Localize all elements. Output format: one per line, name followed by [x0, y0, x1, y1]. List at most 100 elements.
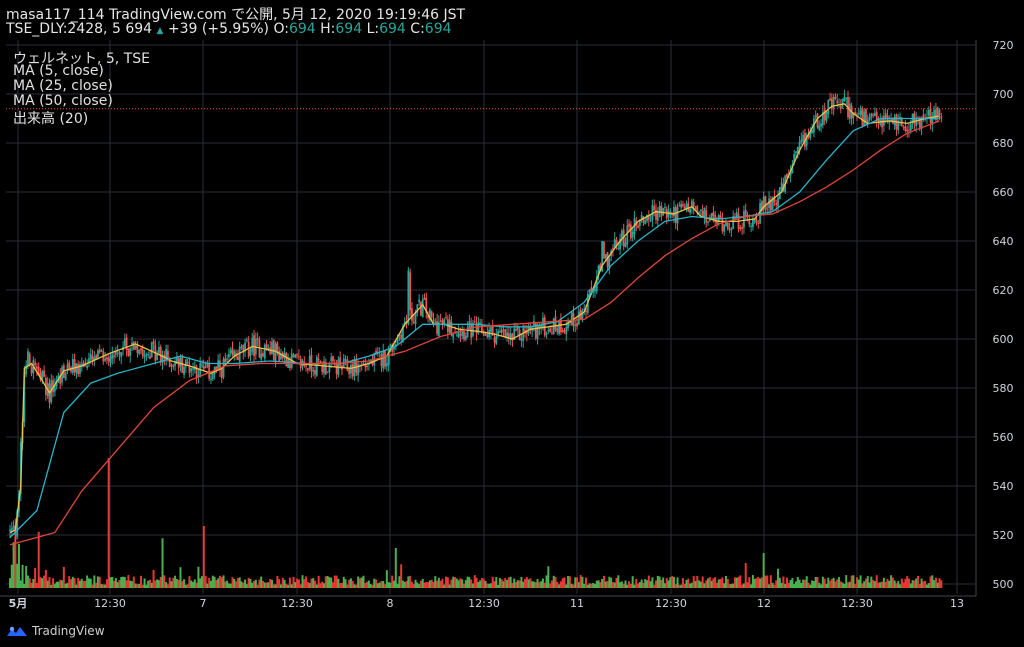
volume-bar: [647, 575, 650, 588]
candle-body: [68, 362, 71, 370]
candle-body: [543, 317, 546, 336]
candle-body: [452, 333, 455, 338]
volume-bar: [879, 582, 882, 588]
volume-bar: [723, 583, 726, 588]
candle-body: [55, 380, 58, 387]
candle-body: [109, 356, 112, 364]
legend-ma5[interactable]: MA (5, close): [13, 63, 104, 79]
volume-bar: [796, 577, 799, 588]
candle-body: [798, 141, 801, 150]
candle-body: [823, 109, 826, 121]
candle-body: [865, 109, 867, 122]
volume-bar: [96, 576, 99, 588]
volume-bar: [52, 578, 55, 588]
volume-bar: [683, 583, 686, 588]
candle-body: [59, 375, 62, 384]
candle-body: [870, 113, 873, 118]
volume-bar: [516, 580, 519, 588]
candle-body: [730, 228, 733, 231]
volume-bar: [753, 578, 756, 588]
candle-body: [520, 338, 523, 341]
volume-bar: [378, 582, 381, 588]
volume-bar: [274, 584, 277, 588]
volume-bar: [314, 580, 317, 588]
volume-bar: [529, 578, 532, 588]
candle-body: [707, 221, 709, 223]
volume-bar: [619, 582, 622, 588]
volume-bar: [479, 580, 482, 588]
volume-bar: [129, 580, 132, 588]
volume-bar: [633, 584, 636, 588]
chart-grid: [6, 40, 975, 594]
volume-bar: [105, 579, 108, 588]
volume-bar: [685, 579, 688, 588]
candle-body: [628, 223, 630, 227]
candle-body: [77, 363, 80, 375]
volume-bar: [44, 569, 47, 588]
volume-bar: [576, 577, 579, 588]
volume-bar: [91, 584, 94, 588]
volume-bar: [832, 577, 835, 588]
volume-bar: [272, 584, 275, 588]
volume-bar: [256, 584, 259, 588]
symbol: TSE_DLY:2428, 5: [6, 21, 121, 37]
volume-bar: [57, 581, 60, 588]
candle-body: [845, 98, 848, 100]
legend-ma25[interactable]: MA (25, close): [13, 78, 113, 94]
candle-body: [678, 205, 681, 207]
volume-bar: [9, 578, 11, 588]
candle-body: [890, 119, 892, 121]
volume-bar: [583, 583, 586, 588]
volume-bar: [748, 577, 751, 588]
candle-body: [613, 239, 616, 249]
volume-bar: [235, 581, 238, 588]
candle-body: [475, 323, 478, 334]
volume-bar: [807, 582, 810, 588]
legend-ma50[interactable]: MA (50, close): [13, 93, 113, 109]
low-value: 694: [379, 21, 406, 37]
candle-body: [542, 317, 544, 328]
volume-bar: [419, 580, 422, 588]
candle-body: [129, 347, 132, 356]
price-axis[interactable]: 720 700 680 660 640 620 600 580 560 540 520 500: [975, 39, 1024, 600]
candle-body: [262, 353, 264, 357]
candle-body: [190, 368, 193, 372]
volume-bar: [509, 576, 512, 588]
volume-bar: [766, 575, 769, 588]
legend-volume[interactable]: 出来高 (20): [13, 111, 89, 127]
volume-bar: [421, 578, 424, 588]
volume-bar: [502, 581, 505, 588]
volume-bar: [39, 577, 42, 588]
candle-body: [179, 357, 182, 367]
candle-body: [272, 339, 275, 361]
candle-body: [708, 219, 711, 221]
volume-bar: [872, 579, 875, 588]
candlesticks: [9, 89, 943, 543]
candle-body: [918, 118, 921, 129]
volume-bar: [855, 577, 858, 588]
time-axis[interactable]: 5月 12:30 7 12:30 8 12:30 11 12:30 12 12:30 13: [0, 595, 976, 610]
volume-bar: [211, 575, 214, 588]
candle-body: [161, 356, 164, 363]
volume-bar: [561, 578, 564, 588]
price-tick-label: 640: [993, 235, 1014, 248]
volume-bar: [445, 576, 448, 588]
legend-title[interactable]: ウェルネット, 5, TSE: [13, 51, 150, 67]
volume-bar: [933, 580, 936, 588]
candle-body: [682, 204, 684, 207]
candle-body: [538, 325, 541, 329]
volume-bar: [678, 584, 681, 588]
volume-bar: [565, 584, 568, 588]
candle-body: [461, 329, 464, 336]
volume-bar: [35, 582, 38, 588]
volume-bar: [875, 575, 878, 588]
tradingview-logo[interactable]: TradingView: [6, 624, 105, 638]
candle-body: [769, 199, 772, 211]
candle-body: [619, 238, 622, 250]
volume-bar: [913, 580, 916, 588]
candle-body: [228, 353, 230, 358]
price-chart[interactable]: 694 720 700 680 660 640 620 600 580 560 540 520 500…: [0, 0, 1024, 614]
candle-body: [524, 329, 526, 333]
candle-body: [922, 114, 925, 120]
volume-bar: [163, 575, 166, 588]
